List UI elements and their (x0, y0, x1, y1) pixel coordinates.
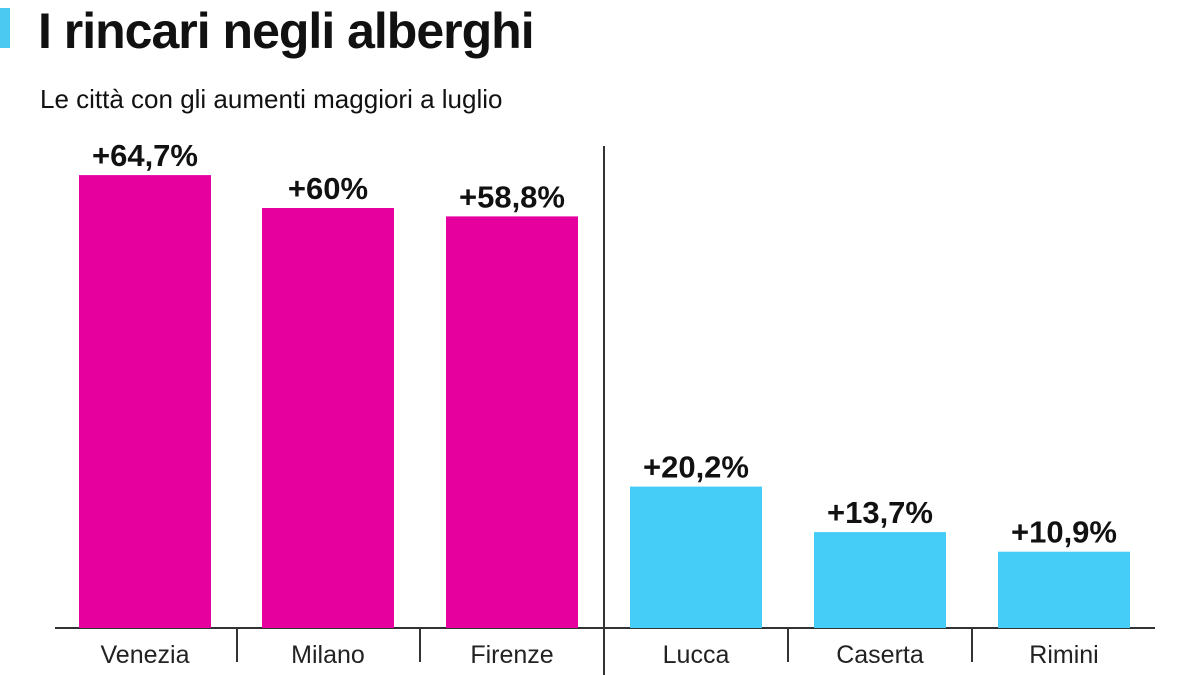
bar-lucca (630, 486, 762, 628)
category-label-firenze: Firenze (470, 641, 553, 669)
chart-subtitle: Le città con gli aumenti maggiori a lugl… (40, 84, 503, 114)
category-label-venezia: Venezia (101, 641, 190, 669)
data-label-lucca: +20,2% (643, 450, 749, 485)
data-label-caserta: +13,7% (827, 495, 933, 530)
bar-venezia (79, 175, 211, 628)
data-label-rimini: +10,9% (1011, 515, 1117, 550)
category-label-caserta: Caserta (836, 641, 924, 669)
chart-title: I rincari negli alberghi (38, 3, 535, 59)
bar-firenze (446, 216, 578, 628)
category-label-milano: Milano (291, 641, 365, 669)
title-accent-bar (0, 8, 10, 48)
category-label-rimini: Rimini (1029, 641, 1098, 669)
data-label-venezia: +64,7% (92, 138, 198, 173)
bar-caserta (814, 532, 946, 628)
data-label-milano: +60% (288, 171, 368, 206)
bar-milano (262, 208, 394, 628)
category-label-lucca: Lucca (663, 641, 730, 669)
data-label-firenze: +58,8% (459, 179, 565, 214)
bar-rimini (998, 551, 1130, 628)
